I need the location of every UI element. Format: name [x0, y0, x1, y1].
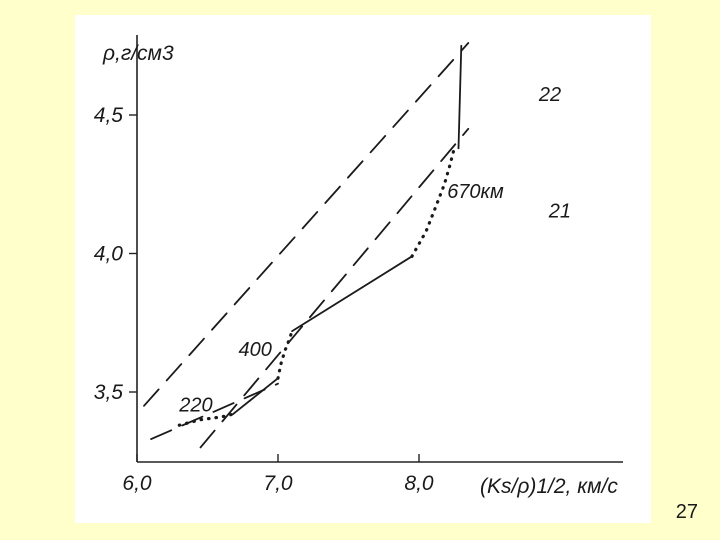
- series-line-dashed-2: [150, 382, 279, 441]
- axes: [136, 35, 623, 463]
- series-line-22: [143, 42, 470, 407]
- series-line-solid-3: [231, 377, 279, 416]
- annotations: 220 400 670км 22 21: [178, 84, 571, 416]
- y-tick-label-1: 4,0: [94, 243, 124, 266]
- y-axis-label: ρ,г/см3: [102, 42, 174, 65]
- x-tick-label-1: 7,0: [263, 472, 293, 495]
- series: [143, 42, 470, 449]
- density-velocity-chart: 6,0 7,0 8,0 3,5 4,0 4,5 220 400 670км 22 21 ρ,г/с…: [94, 35, 623, 498]
- series-line-dotted-8: [276, 329, 294, 380]
- series-line-dotted-9: [410, 146, 456, 258]
- series-line-solid-6: [457, 44, 463, 150]
- x-axis-label: (Ks/ρ)1/2, км/с: [480, 475, 618, 498]
- y-tick-label-0: 3,5: [94, 381, 124, 404]
- series-line-solid-4: [291, 255, 413, 333]
- ticks: 6,0 7,0 8,0 3,5 4,0 4,5: [94, 104, 434, 495]
- annotation-3: 22: [538, 84, 561, 106]
- x-tick-label-2: 8,0: [404, 472, 434, 495]
- annotation-2: 670км: [447, 181, 504, 203]
- annotation-1: 400: [239, 339, 272, 361]
- series-line-21: [199, 127, 470, 449]
- slide-number: 27: [675, 501, 698, 523]
- figure-panel: 6,0 7,0 8,0 3,5 4,0 4,5 220 400 670км 22 21 ρ,г/с…: [75, 15, 651, 523]
- y-tick-label-2: 4,5: [94, 104, 124, 127]
- annotation-0: 220: [178, 394, 212, 416]
- annotation-4: 21: [548, 200, 571, 222]
- x-tick-label-0: 6,0: [122, 472, 152, 495]
